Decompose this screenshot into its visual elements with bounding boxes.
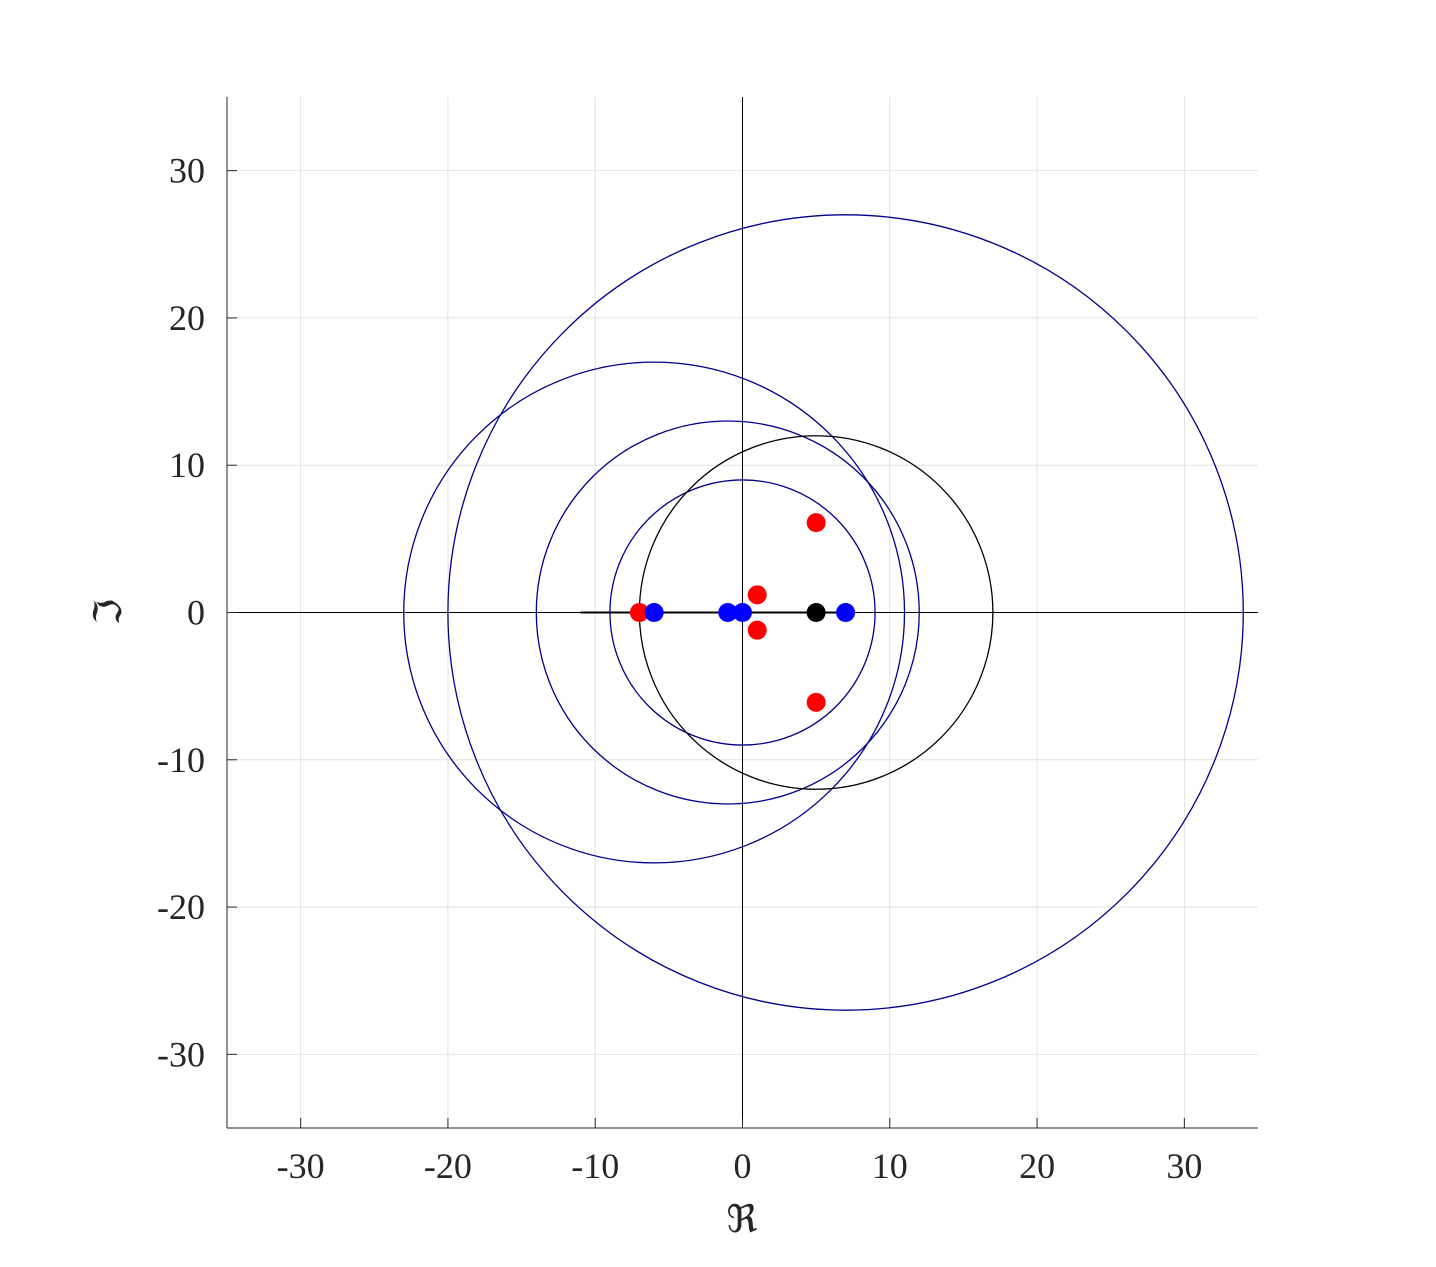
data-point [806, 692, 826, 712]
x-tick-label: -20 [424, 1146, 472, 1186]
y-tick-label: -10 [157, 740, 205, 780]
x-tick-label: -10 [571, 1146, 619, 1186]
y-tick-label: 20 [169, 298, 205, 338]
data-point [806, 513, 826, 533]
circles [403, 214, 1244, 1011]
ticks: -30 -20 -10 0 10 20 30 -30 -20 -10 0 10 20 30 [157, 151, 1202, 1186]
y-axis-label: ℑ [88, 599, 130, 626]
data-point [836, 603, 856, 622]
data-point [733, 603, 752, 622]
data-point [747, 620, 767, 640]
disc-circle [447, 214, 1244, 1011]
y-tick-label: -30 [157, 1034, 205, 1074]
disc-circle [535, 420, 920, 805]
disc-circle [403, 361, 906, 864]
x-tick-label: 20 [1019, 1146, 1055, 1186]
data-point [806, 603, 826, 622]
data-point [747, 585, 767, 605]
data-point [718, 603, 738, 622]
disc-circle [609, 479, 876, 746]
data-point [644, 603, 664, 622]
x-tick-label: 10 [872, 1146, 908, 1186]
y-tick-label: 0 [187, 593, 205, 633]
points [629, 513, 856, 712]
data-point [629, 603, 649, 622]
y-tick-label: 10 [169, 445, 205, 485]
y-tick-label: 30 [169, 151, 205, 191]
x-axis-label: ℜ [727, 1199, 758, 1241]
x-tick-label: 0 [734, 1146, 752, 1186]
x-tick-label: -30 [277, 1146, 325, 1186]
y-tick-label: -20 [157, 887, 205, 927]
x-tick-label: 30 [1166, 1146, 1202, 1186]
